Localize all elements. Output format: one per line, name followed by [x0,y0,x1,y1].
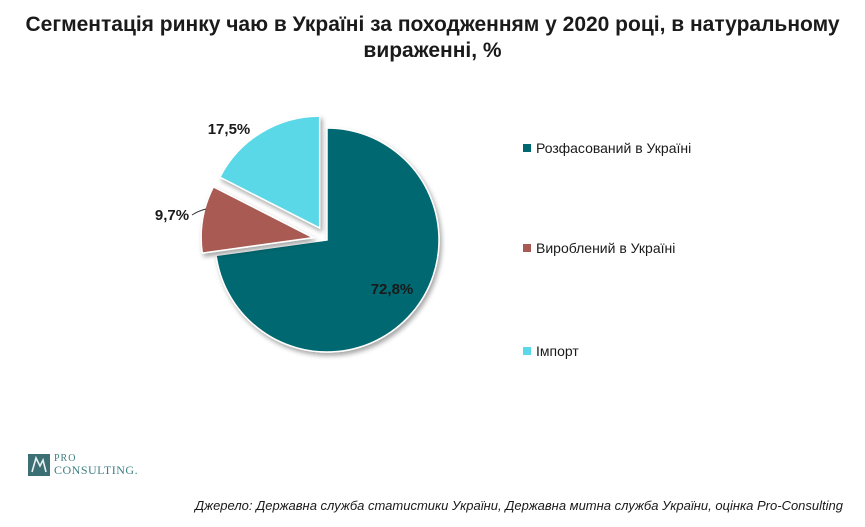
source-note: Джерело: Державна служба статистики Укра… [194,498,843,513]
data-label-packaged: 72,8% [371,281,414,298]
legend-item-import: Імпорт [523,343,579,359]
data-label-import: 17,5% [208,121,251,138]
legend-label-packaged: Розфасований в Україні [536,140,692,156]
legend-label-import: Імпорт [536,343,579,359]
pro-consulting-logo: PRO CONSULTING. [28,453,148,481]
logo-text-pro: PRO [54,453,77,464]
legend-swatch-packaged [523,144,531,153]
logo-text-consulting: CONSULTING. [54,463,139,477]
pie-slice-produced [200,185,316,254]
data-label-produced: 9,7% [155,207,189,224]
legend-item-packaged: Розфасований в Україні [523,140,691,156]
leader-line-produced [191,208,207,216]
pie-slice-packaged [215,127,440,353]
pie-slice-import [218,115,321,230]
chart-title: Сегментація ринку чаю в Україні за поход… [0,12,865,64]
chart-title-line-1: Сегментація ринку чаю в Україні за поход… [25,13,840,36]
logo-mark-icon [28,454,50,476]
legend-swatch-produced [523,244,531,253]
legend-swatch-import [523,347,531,356]
chart-title-line-2: вираженні, % [363,39,502,62]
legend-item-produced: Вироблений в Україні [523,240,675,256]
legend-label-produced: Вироблений в Україні [536,240,676,256]
